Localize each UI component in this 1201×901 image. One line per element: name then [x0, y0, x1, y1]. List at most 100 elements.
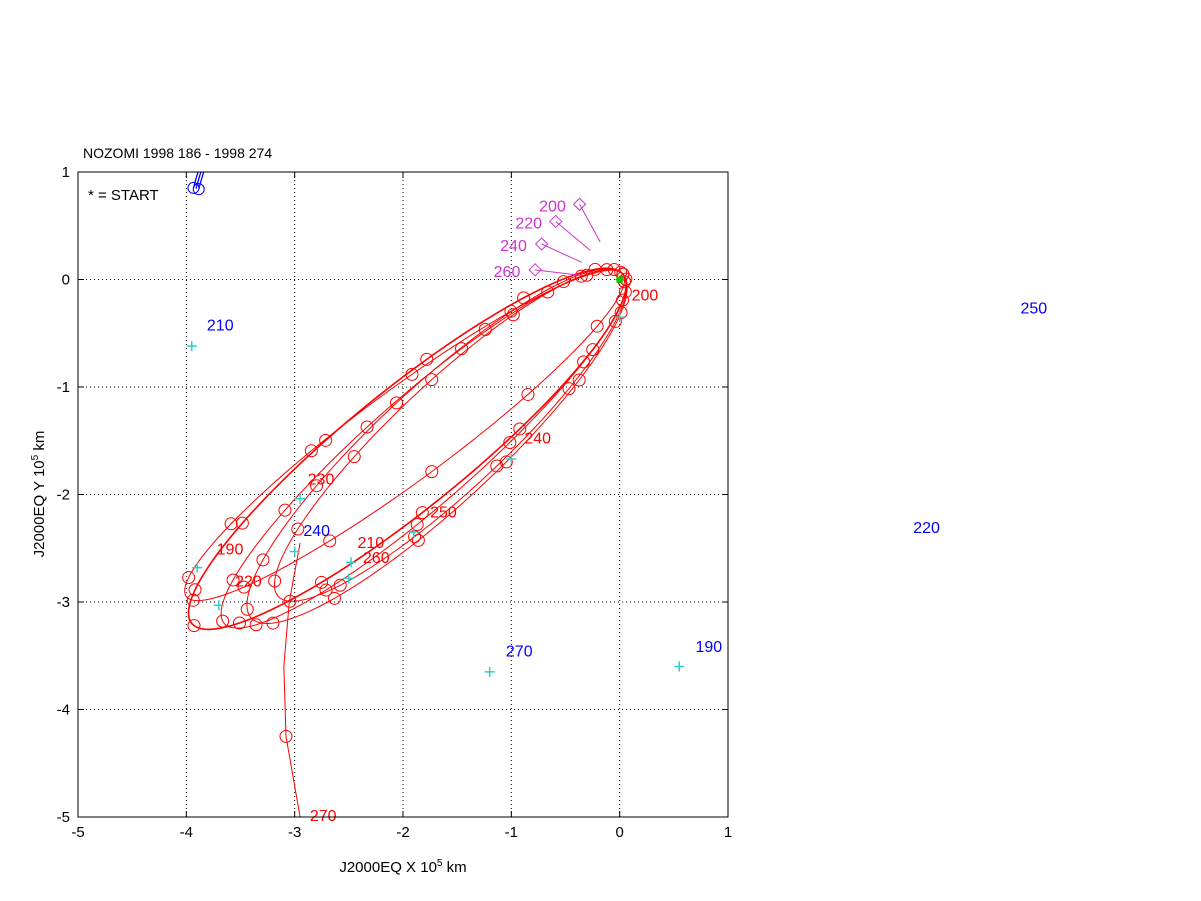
spacecraft-marker — [310, 479, 324, 493]
x-tick-label: -2 — [396, 824, 409, 841]
moon-marker — [985, 131, 996, 142]
spacecraft-marker — [574, 269, 588, 283]
moon-marker — [1008, 376, 1019, 387]
diamond-marker — [528, 263, 542, 277]
spacecraft-marker — [187, 619, 201, 633]
spacecraft-marker — [389, 396, 403, 410]
spacecraft-marker — [411, 533, 425, 547]
spacecraft-marker — [327, 591, 341, 605]
y-tick-label: -4 — [57, 702, 70, 719]
moon-marker — [919, 23, 930, 34]
moon-marker — [269, 36, 280, 47]
chart-title: NOZOMI 1998 186 - 1998 274 — [83, 145, 272, 161]
y-tick-label: -2 — [57, 487, 70, 504]
moon-marker — [1009, 211, 1020, 222]
spacecraft-marker — [279, 729, 293, 743]
spacecraft-marker — [541, 285, 555, 299]
direction-day-label: 220 — [515, 216, 542, 233]
moon-marker — [265, 33, 276, 44]
position-marker — [186, 341, 197, 352]
position-marker — [343, 573, 354, 584]
spacecraft-day-label: 250 — [430, 505, 457, 522]
direction-line — [535, 269, 580, 276]
grid — [78, 172, 728, 817]
moon-day-label: 240 — [303, 523, 330, 540]
x-axis-label: J2000EQ X 105 km — [339, 858, 466, 876]
spacecraft-marker — [410, 518, 424, 532]
ticks: -5 -4 -3 -2 -1 0 1 -5 -4 -3 -2 -1 0 1 — [57, 164, 733, 841]
x-tick-label: 1 — [724, 824, 732, 841]
spacecraft-marker — [521, 387, 535, 401]
position-marker — [346, 557, 356, 568]
moon-marker — [948, 55, 959, 66]
spacecraft-marker — [266, 616, 280, 630]
moon-day-label: 190 — [696, 639, 723, 656]
moon-marker — [242, 68, 253, 79]
direction-day-label: 200 — [539, 198, 566, 215]
spacecraft-marker — [415, 506, 429, 520]
plot-lines — [182, 0, 1028, 817]
moon-marker — [1001, 170, 1012, 181]
position-marker — [484, 666, 495, 677]
moon-marker — [1017, 252, 1028, 263]
spacecraft-orbit-line — [184, 269, 626, 602]
spacecraft-marker — [319, 433, 333, 447]
spacecraft-orbit-line — [220, 269, 627, 629]
y-tick-label: -1 — [57, 379, 70, 396]
spacecraft-marker — [256, 553, 270, 567]
spacecraft-marker — [315, 575, 329, 589]
position-marker — [289, 546, 300, 557]
spacecraft-marker — [188, 583, 202, 597]
moon-marker — [992, 416, 1003, 427]
x-tick-label: -3 — [288, 824, 301, 841]
position-marker — [213, 600, 224, 611]
spacecraft-day-label: 210 — [358, 535, 385, 552]
spacecraft-day-label: 240 — [524, 431, 551, 448]
spacecraft-marker — [360, 420, 374, 434]
spacecraft-day-label: 260 — [363, 550, 390, 567]
spacecraft-marker — [283, 594, 297, 608]
moon-day-label: 270 — [506, 643, 533, 660]
position-marker — [192, 562, 203, 573]
spacecraft-day-label: 190 — [217, 541, 244, 558]
spacecraft-marker — [590, 319, 604, 333]
direction-day-label: 260 — [494, 264, 521, 281]
moon-marker — [223, 106, 234, 117]
start-marker — [615, 275, 624, 284]
moon-day-label: 220 — [913, 520, 940, 537]
moon-marker — [187, 181, 200, 194]
spacecraft-marker — [506, 308, 520, 322]
spacecraft-orbit-line — [246, 268, 628, 624]
start-legend: * = START — [88, 187, 159, 204]
spacecraft-day-label: 200 — [632, 288, 659, 305]
x-tick-label: -5 — [71, 824, 84, 841]
spacecraft-marker — [249, 618, 263, 632]
direction-line — [555, 221, 591, 251]
moon-marker — [891, 0, 902, 2]
spacecraft-marker — [333, 578, 347, 592]
y-tick-label: -5 — [57, 809, 70, 826]
spacecraft-orbit-line — [187, 267, 627, 631]
diamond-marker — [572, 197, 587, 211]
position-marker — [408, 527, 419, 538]
axes-box — [77, 171, 729, 818]
spacecraft-marker — [224, 517, 238, 531]
spacecraft-marker — [608, 314, 622, 328]
moon-marker — [192, 183, 205, 196]
x-tick-label: -4 — [180, 824, 193, 841]
spacecraft-marker — [291, 522, 305, 536]
escape-trajectory-line — [283, 542, 301, 817]
spacecraft-marker — [503, 436, 517, 450]
moon-marker — [888, 0, 899, 6]
spacecraft-marker — [425, 465, 439, 479]
moon-marker — [969, 92, 980, 103]
diamond-marker — [534, 237, 549, 251]
diamond-marker — [549, 214, 563, 229]
moon-day-label: 250 — [1021, 300, 1048, 317]
position-marker — [614, 312, 625, 323]
moon-marker — [1003, 375, 1014, 386]
y-axis-label: J2000EQ Y 105 km — [30, 431, 48, 558]
position-marker — [674, 661, 685, 672]
